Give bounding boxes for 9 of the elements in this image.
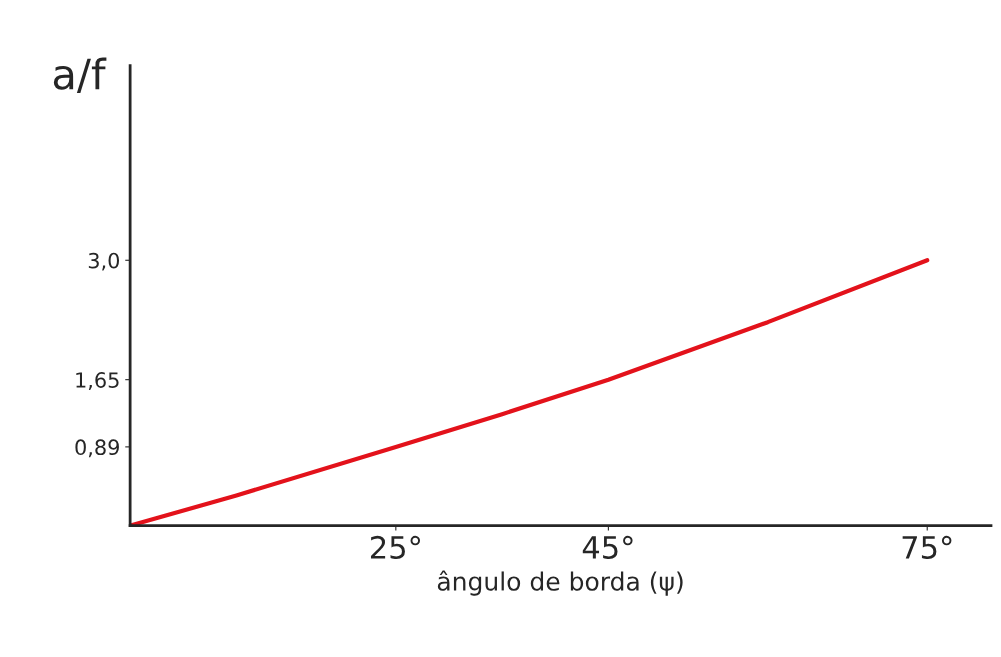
x-tick-label: 45°: [582, 535, 633, 559]
x-tick-label: 75°: [902, 535, 952, 559]
y-tick-label: 0,89: [75, 439, 119, 458]
y-tick-label: 3,0: [88, 252, 120, 271]
x-axis-title: ângulo de borda (ψ): [437, 570, 683, 596]
y-tick-label: 1,65: [76, 372, 119, 391]
x-tick-label: 25°: [370, 535, 420, 559]
y-axis-title: a/f: [53, 57, 107, 94]
line-series: [130, 258, 930, 526]
